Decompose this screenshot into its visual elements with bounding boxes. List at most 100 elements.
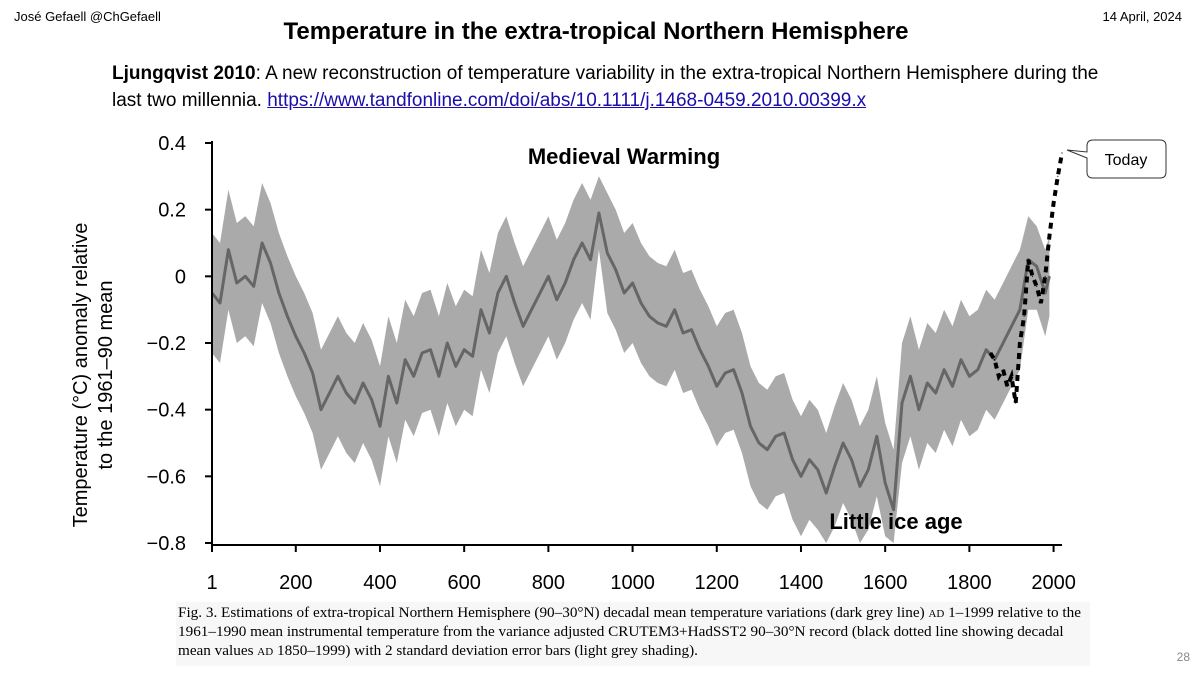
x-tick-label: 1000	[610, 572, 655, 594]
reconstruction-point	[354, 402, 356, 404]
y-axis-label-line-2: to the 1961–90 mean	[95, 280, 117, 469]
reconstruction-point	[286, 315, 288, 317]
reconstruction-point	[648, 315, 651, 317]
reconstruction-point	[657, 322, 659, 324]
reconstruction-point	[623, 292, 625, 294]
reconstruction-point	[547, 275, 550, 277]
reconstruction-point	[716, 385, 718, 387]
y-axis-label: Temperature (°C) anomaly relative to the…	[70, 223, 117, 528]
reconstruction-point	[556, 299, 558, 301]
instrumental-point	[1031, 275, 1034, 277]
reconstruction-point	[867, 469, 869, 471]
reconstruction-point	[808, 459, 811, 461]
instrumental-point	[1036, 285, 1038, 287]
reconstruction-point	[842, 442, 844, 444]
x-tick-label: 2000	[1031, 572, 1076, 594]
reconstruction-point	[362, 382, 364, 384]
reconstruction-point	[775, 435, 777, 437]
instrumental-point	[994, 359, 996, 361]
citation-name: Ljungqvist 2010	[112, 63, 256, 84]
reconstruction-point	[522, 325, 524, 327]
annotation-medieval: Medieval Warming	[528, 144, 720, 169]
reconstruction-point	[606, 252, 608, 254]
error-band	[212, 176, 1050, 544]
instrumental-line-layer	[988, 152, 1064, 404]
instrumental-point	[1048, 235, 1050, 237]
reconstruction-point	[371, 399, 373, 401]
reconstruction-point	[926, 382, 928, 384]
slide-date: 14 April, 2024	[1102, 9, 1182, 24]
x-tick-label: 1600	[863, 572, 908, 594]
reconstruction-point	[699, 349, 701, 351]
reconstruction-point	[665, 325, 667, 327]
reconstruction-point	[1044, 292, 1046, 294]
reconstruction-point	[918, 409, 920, 411]
x-tick-label: 600	[447, 572, 480, 594]
reconstruction-point	[539, 292, 541, 294]
citation-text: : A new reconstruction of temperature va…	[112, 63, 1099, 111]
reconstruction-point	[834, 465, 836, 467]
reconstruction-point	[935, 392, 937, 394]
reconstruction-point	[514, 302, 516, 304]
reconstruction-point	[497, 292, 499, 294]
reconstruction-point	[564, 282, 566, 284]
instrumental-point	[1006, 385, 1008, 387]
y-tick-label: 0.4	[158, 133, 186, 155]
annotation-today: Today	[1105, 152, 1148, 169]
reconstruction-point	[455, 365, 457, 367]
reconstruction-point	[1048, 275, 1050, 277]
y-tick-label: 0	[175, 266, 186, 288]
reconstruction-point	[227, 249, 229, 251]
reconstruction-point	[884, 482, 886, 484]
reconstruction-point	[1019, 309, 1021, 311]
reconstruction-point	[598, 212, 600, 214]
reconstruction-point	[278, 292, 280, 294]
reconstruction-point	[977, 369, 979, 371]
reconstruction-point	[985, 349, 987, 351]
instrumental-point	[1027, 259, 1029, 261]
reconstruction-point	[488, 332, 490, 334]
reconstruction-point	[632, 282, 634, 284]
error-band-layer	[212, 176, 1050, 544]
reconstruction-point	[876, 435, 878, 437]
reconstruction-point	[943, 369, 945, 371]
instrumental-point	[989, 352, 992, 354]
reconstruction-point	[244, 275, 246, 277]
today-callout-box	[1066, 139, 1167, 179]
reconstruction-point	[766, 449, 768, 451]
reconstruction-point	[472, 355, 474, 357]
reconstruction-point	[219, 302, 221, 304]
axes-layer: 0.40.20−0.2−0.4−0.6−0.81 200 400 600 800 1000…	[147, 133, 1076, 594]
reconstruction-point	[724, 372, 726, 374]
y-tick-label: −0.6	[147, 466, 186, 488]
instrumental-point	[1015, 402, 1017, 404]
author-handle: José Gefaell @ChGefaell	[14, 9, 161, 24]
reconstruction-point	[337, 375, 339, 377]
caption-part-1: Fig. 3. Estimations of extra-tropical No…	[178, 604, 929, 621]
today-callout: Today	[1066, 139, 1167, 179]
instrumental-point	[998, 375, 1000, 377]
reconstruction-point	[438, 375, 440, 377]
citation-link[interactable]: https://www.tandfonline.com/doi/abs/10.1…	[267, 90, 867, 111]
reconstruction-point	[379, 425, 381, 427]
y-tick-label: −0.4	[147, 400, 186, 422]
figure-caption: Fig. 3. Estimations of extra-tropical No…	[176, 602, 1090, 666]
reconstruction-point	[530, 309, 533, 311]
instrumental-point	[1010, 375, 1013, 377]
reconstruction-point	[581, 242, 583, 244]
reconstruction-point	[303, 352, 305, 354]
reconstruction-point	[733, 369, 735, 371]
reconstruction-point	[320, 409, 322, 411]
reconstruction-point	[825, 492, 827, 494]
instrumental-point	[1053, 202, 1055, 204]
reconstruction-point	[261, 242, 263, 244]
caption-part-3: 1850–1999) with 2 standard deviation err…	[273, 642, 698, 659]
reconstruction-point	[573, 259, 575, 261]
y-tick-label: −0.2	[147, 333, 186, 355]
reconstruction-point	[480, 309, 482, 311]
reconstruction-point	[749, 425, 752, 427]
reconstruction-point	[387, 375, 389, 377]
reconstruction-point	[758, 442, 760, 444]
reconstruction-point	[1002, 342, 1004, 344]
